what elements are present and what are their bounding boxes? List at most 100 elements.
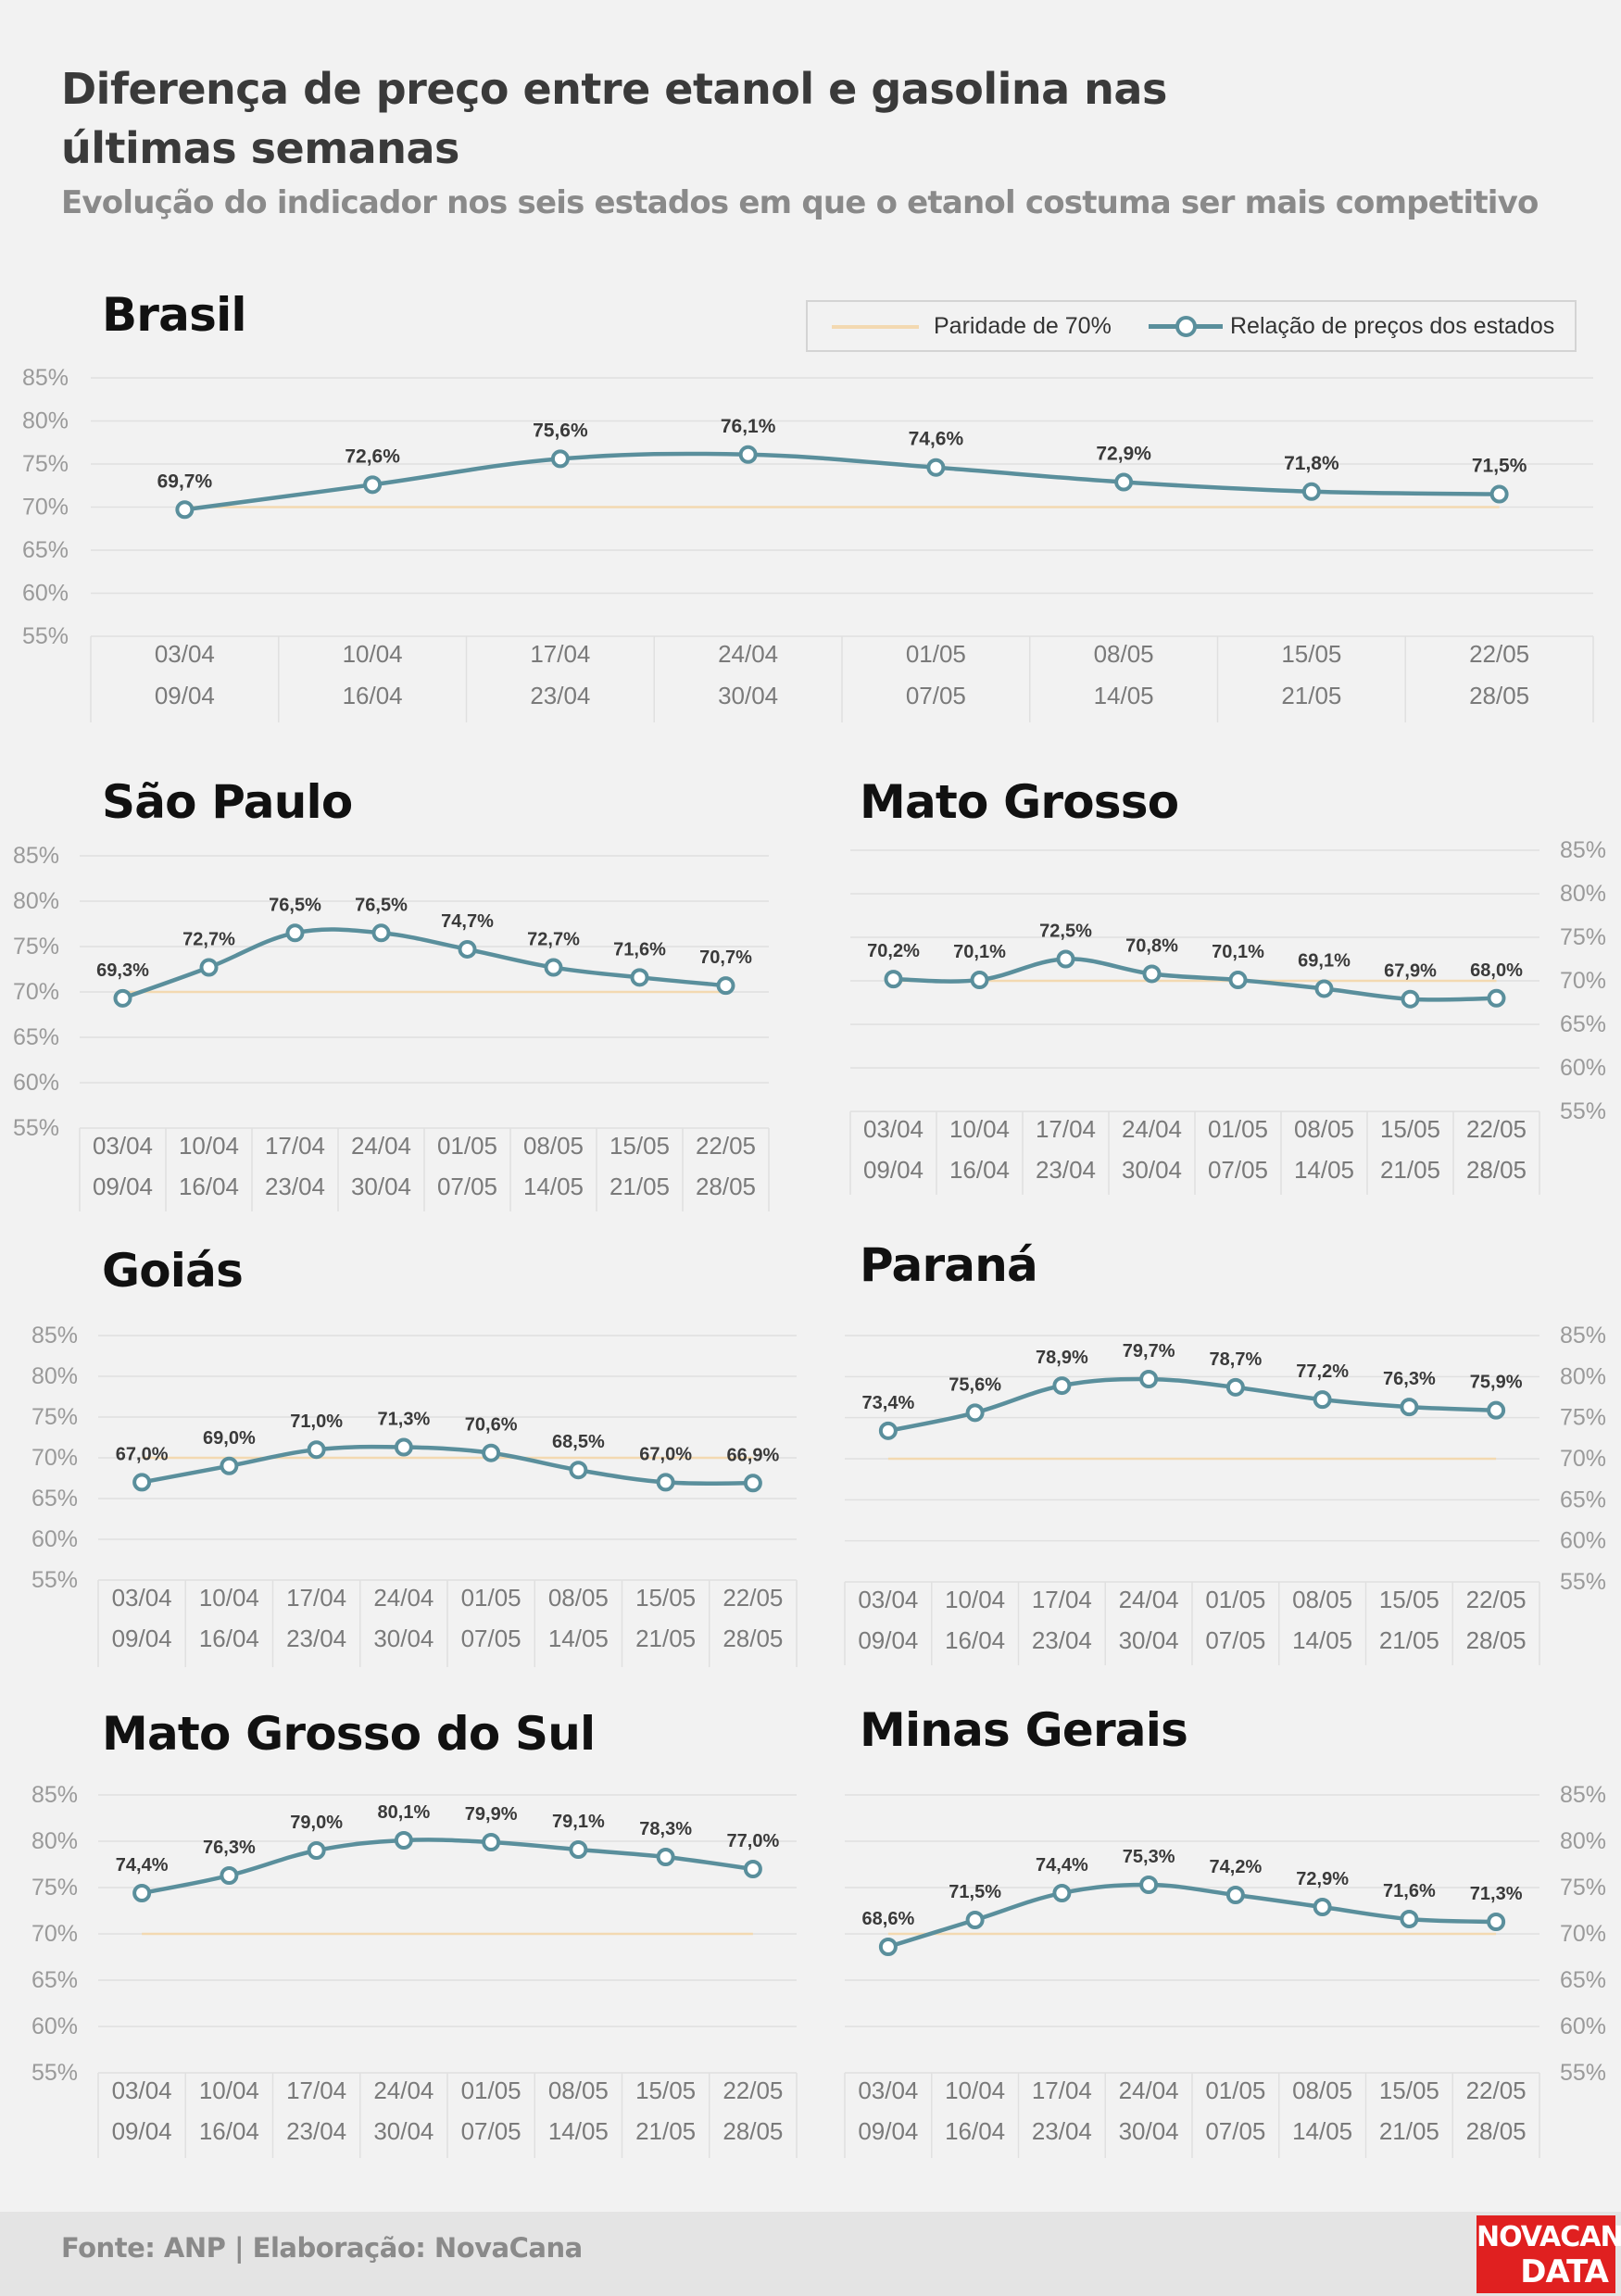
- chart-6-ytick-label: 85%: [1560, 1782, 1606, 1808]
- chart-0-xtick-end: 30/04: [718, 682, 778, 709]
- chart-6-ytick-label: 55%: [1560, 2060, 1606, 2086]
- chart-1-ytick-label: 75%: [13, 934, 59, 960]
- chart-6-data-label: 71,6%: [1383, 1881, 1436, 1901]
- chart-4-xtick-end: 23/04: [1032, 1626, 1092, 1654]
- legend-parity-swatch: [832, 325, 919, 329]
- chart-0-ytick-label: 55%: [22, 623, 69, 649]
- chart-3-ytick-label: 70%: [31, 1445, 78, 1471]
- chart-0-ytick-label: 60%: [22, 581, 69, 607]
- footer-source: Fonte: ANP | Elaboração: NovaCana: [61, 2232, 583, 2264]
- chart-1-ytick-label: 65%: [13, 1024, 59, 1050]
- chart-4-xtick-start: 08/05: [1292, 1586, 1352, 1613]
- chart-4-ytick-label: 60%: [1560, 1528, 1606, 1554]
- chart-3-data-label: 66,9%: [727, 1445, 780, 1465]
- chart-title-mato-grosso-do-sul: Mato Grosso do Sul: [102, 1707, 596, 1761]
- page-subtitle: Evolução do indicador nos seis estados e…: [61, 184, 1539, 221]
- chart-4-xtick-end: 09/04: [858, 1626, 918, 1654]
- chart-0-ytick-label: 80%: [22, 408, 69, 434]
- chart-6-data-label: 75,3%: [1123, 1847, 1175, 1867]
- chart-4-ytick-label: 55%: [1560, 1569, 1606, 1595]
- chart-6-xtick-start: 15/05: [1379, 2076, 1439, 2104]
- chart-4-point: [1052, 1376, 1072, 1396]
- chart-5-point: [743, 1860, 762, 1878]
- chart-2-xtick-end: 07/05: [1208, 1156, 1268, 1184]
- chart-3-ytick-label: 80%: [31, 1363, 78, 1389]
- chart-6-point: [1487, 1913, 1506, 1931]
- chart-0-point: [175, 500, 195, 520]
- chart-2-xtick-start: 08/05: [1294, 1115, 1354, 1143]
- chart-2-data-label: 70,8%: [1125, 935, 1178, 956]
- chart-6-xtick-end: 23/04: [1032, 2117, 1092, 2145]
- chart-3-xtick-end: 21/05: [635, 1625, 696, 1652]
- chart-3-data-label: 71,3%: [378, 1410, 431, 1430]
- chart-2-xtick-start: 01/05: [1208, 1115, 1268, 1143]
- chart-0-ytick-label: 70%: [22, 495, 69, 521]
- chart-3-xtick-end: 28/05: [723, 1625, 783, 1652]
- page-title-line-1: Diferença de preço entre etanol e gasoli…: [61, 64, 1167, 114]
- chart-1-data-label: 72,7%: [182, 930, 235, 950]
- chart-3-point: [307, 1440, 326, 1460]
- chart-1-xtick-end: 09/04: [93, 1173, 153, 1200]
- chart-sao-paulo: 55% 60% 65% 70% 75% 80% 85% 03/04 09/04 10/04 16/0…: [13, 843, 770, 1211]
- chart-2-xtick-end: 21/05: [1380, 1156, 1440, 1184]
- chart-5-ytick-label: 85%: [31, 1782, 78, 1808]
- chart-2-point: [1142, 964, 1162, 984]
- chart-3-ytick-label: 85%: [31, 1323, 78, 1349]
- chart-1-xtick-end: 14/05: [523, 1173, 584, 1200]
- chart-5-xtick-start: 15/05: [635, 2076, 696, 2104]
- chart-3-point: [394, 1437, 413, 1457]
- chart-0-point: [1301, 482, 1321, 501]
- chart-3-data-label: 67,0%: [639, 1444, 692, 1464]
- chart-2-point: [1401, 989, 1420, 1009]
- chart-0-xtick-start: 01/05: [906, 640, 966, 668]
- chart-5-data-label: 77,0%: [727, 1831, 780, 1851]
- chart-5-xtick-end: 14/05: [548, 2117, 609, 2145]
- chart-1-ytick-label: 80%: [13, 888, 59, 914]
- chart-3-point: [220, 1456, 239, 1475]
- chart-2-point: [1228, 971, 1248, 990]
- chart-6-xtick-end: 30/04: [1119, 2117, 1179, 2145]
- chart-0-point: [1114, 472, 1134, 492]
- chart-6-xtick-start: 24/04: [1119, 2076, 1179, 2104]
- chart-4-point: [1400, 1398, 1419, 1417]
- chart-5-ytick-label: 60%: [31, 2014, 78, 2039]
- chart-6-xtick-end: 14/05: [1292, 2117, 1352, 2145]
- chart-1-data-label: 76,5%: [269, 895, 321, 915]
- chart-4-data-label: 79,7%: [1123, 1341, 1175, 1361]
- chart-4-point: [965, 1403, 985, 1423]
- chart-3-xtick-end: 14/05: [548, 1625, 609, 1652]
- chart-2-ytick-label: 70%: [1560, 968, 1606, 994]
- chart-5-xtick-end: 23/04: [286, 2117, 346, 2145]
- chart-4-ytick-label: 80%: [1560, 1363, 1606, 1389]
- chart-6-point: [1052, 1884, 1072, 1902]
- chart-2-xtick-end: 16/04: [949, 1156, 1010, 1184]
- chart-5-xtick-end: 21/05: [635, 2117, 696, 2145]
- chart-0-point: [738, 445, 758, 464]
- chart-6-xtick-start: 01/05: [1205, 2076, 1265, 2104]
- chart-3-data-label: 68,5%: [552, 1432, 605, 1452]
- chart-6-data-label: 74,2%: [1210, 1857, 1263, 1877]
- chart-3-data-label: 67,0%: [116, 1444, 169, 1464]
- chart-4-data-label: 78,9%: [1036, 1348, 1088, 1368]
- chart-parana: 55% 60% 65% 70% 75% 80% 85% 03/04 09/04 10/04 16/0…: [844, 1323, 1606, 1665]
- chart-1-point: [199, 958, 219, 977]
- chart-0-series-line: [184, 451, 1500, 512]
- chart-5-data-label: 79,9%: [465, 1804, 518, 1825]
- chart-1-data-label: 69,3%: [96, 960, 149, 981]
- chart-4-xtick-end: 14/05: [1292, 1626, 1352, 1654]
- chart-2-xtick-end: 09/04: [863, 1156, 924, 1184]
- chart-4-xtick-start: 15/05: [1379, 1586, 1439, 1613]
- chart-5-xtick-end: 16/04: [199, 2117, 259, 2145]
- chart-5-xtick-start: 01/05: [461, 2076, 521, 2104]
- chart-4-point: [1487, 1400, 1506, 1420]
- chart-0-ytick-label: 75%: [22, 451, 69, 477]
- chart-5-point: [394, 1831, 413, 1850]
- chart-0-xtick-end: 09/04: [155, 682, 215, 709]
- chart-6-point: [1313, 1898, 1332, 1916]
- legend: Paridade de 70% Relação de preços dos es…: [806, 300, 1577, 352]
- chart-4-xtick-end: 16/04: [945, 1626, 1005, 1654]
- chart-1-ytick-label: 55%: [13, 1115, 59, 1141]
- chart-2-ytick-label: 85%: [1560, 837, 1606, 863]
- chart-2-data-label: 70,2%: [867, 941, 920, 961]
- chart-4-point: [1225, 1377, 1245, 1397]
